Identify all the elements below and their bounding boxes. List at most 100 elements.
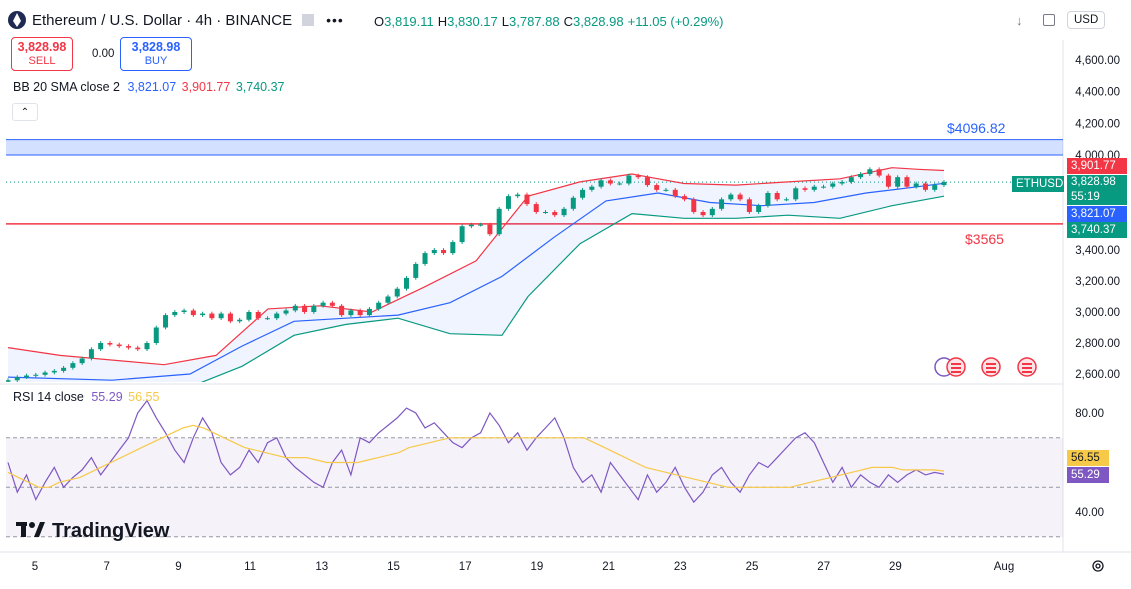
candle-body bbox=[385, 296, 391, 303]
rsi-tick-label: 40.00 bbox=[1075, 507, 1104, 519]
time-tick-label: 17 bbox=[459, 561, 472, 573]
more-options-icon[interactable]: ••• bbox=[326, 12, 344, 28]
candle-body bbox=[61, 367, 67, 371]
candle-body bbox=[941, 182, 947, 186]
candle-body bbox=[218, 313, 224, 319]
candle-body bbox=[607, 180, 613, 184]
change-value: +11.05 (+0.29%) bbox=[627, 14, 724, 29]
fullscreen-icon[interactable] bbox=[1043, 14, 1055, 26]
candle-body bbox=[468, 224, 474, 227]
time-tick-label: 11 bbox=[244, 561, 256, 573]
candle-body bbox=[505, 196, 511, 209]
candle-body bbox=[682, 196, 688, 200]
settings-icon[interactable] bbox=[1092, 560, 1104, 572]
price-tick-label: 3,400.00 bbox=[1075, 245, 1120, 257]
candle-body bbox=[255, 312, 261, 319]
bb-legend[interactable]: BB 20 SMA close 2 3,821.07 3,901.77 3,74… bbox=[13, 80, 284, 94]
buy-price: 3,828.98 bbox=[131, 40, 181, 54]
resistance-zone-fill bbox=[6, 139, 1063, 155]
candle-body bbox=[524, 194, 530, 205]
buy-button[interactable]: 3,828.98 BUY bbox=[120, 37, 192, 71]
bb-upper-tag: 3,901.77 bbox=[1067, 158, 1127, 174]
candle-body bbox=[830, 183, 836, 187]
candle-body bbox=[311, 305, 317, 312]
download-icon[interactable]: ↓ bbox=[1016, 13, 1023, 28]
candle-body bbox=[654, 185, 660, 190]
candle-body bbox=[98, 343, 104, 350]
candle-body bbox=[737, 194, 743, 200]
candle-body bbox=[552, 212, 558, 216]
currency-button[interactable]: USD bbox=[1067, 11, 1106, 29]
symbol-header[interactable]: Ethereum / U.S. Dollar · 4h · BINANCE ••… bbox=[8, 11, 344, 29]
candle-body bbox=[487, 224, 493, 235]
candle-body bbox=[403, 277, 409, 289]
bb-name: BB 20 SMA close 2 bbox=[13, 80, 121, 94]
candle-body bbox=[302, 305, 308, 312]
candle-body bbox=[570, 197, 576, 209]
symbol-title[interactable]: Ethereum / U.S. Dollar · 4h · BINANCE bbox=[32, 11, 293, 29]
time-tick-label: 23 bbox=[674, 561, 687, 573]
low-value: 3,787.88 bbox=[509, 14, 560, 29]
candle-body bbox=[394, 288, 400, 297]
rsi-legend[interactable]: RSI 14 close 55.29 56.55 bbox=[13, 390, 159, 404]
candle-body bbox=[190, 310, 196, 316]
candle-body bbox=[209, 313, 215, 319]
candle-body bbox=[441, 250, 447, 254]
candle-body bbox=[357, 310, 363, 316]
candle-body bbox=[422, 253, 428, 264]
candle-body bbox=[765, 193, 771, 206]
candle-body bbox=[543, 212, 549, 213]
us-flag-icon[interactable] bbox=[1017, 357, 1037, 377]
candle-body bbox=[580, 189, 586, 198]
candle-body bbox=[811, 186, 817, 190]
candle-body bbox=[802, 188, 808, 190]
candle-body bbox=[125, 346, 131, 348]
brand-name: TradingView bbox=[52, 520, 170, 542]
price-tick-label: 3,000.00 bbox=[1075, 307, 1120, 319]
spread-value: 0.00 bbox=[92, 48, 115, 60]
candle-body bbox=[709, 208, 715, 216]
candle-body bbox=[672, 189, 678, 197]
candle-group bbox=[6, 167, 947, 382]
time-tick-label: 29 bbox=[889, 561, 902, 573]
candle-body bbox=[24, 375, 30, 378]
rsi-ma-tag: 56.55 bbox=[1067, 450, 1109, 466]
high-label: H bbox=[437, 14, 448, 29]
candle-body bbox=[876, 169, 882, 176]
candle-body bbox=[144, 343, 150, 350]
bb-basis-value: 3,821.07 bbox=[127, 80, 177, 94]
event-icon[interactable] bbox=[934, 357, 966, 377]
candle-body bbox=[237, 319, 243, 322]
candle-body bbox=[413, 263, 419, 278]
us-flag-icon[interactable] bbox=[981, 357, 1001, 377]
candle-body bbox=[793, 188, 799, 200]
candle-body bbox=[292, 305, 298, 311]
candle-body bbox=[617, 183, 623, 185]
candle-body bbox=[885, 175, 891, 187]
candle-body bbox=[107, 343, 113, 345]
price-tick-label: 2,600.00 bbox=[1075, 369, 1120, 381]
candle-body bbox=[181, 310, 187, 312]
candle-body bbox=[644, 177, 650, 186]
candle-body bbox=[932, 185, 938, 190]
rsi-line bbox=[7, 399, 945, 504]
time-tick-label: 7 bbox=[103, 561, 109, 573]
sell-label: SELL bbox=[28, 55, 56, 67]
candle-body bbox=[450, 242, 456, 254]
candle-body bbox=[274, 313, 280, 319]
candle-body bbox=[135, 347, 141, 350]
rsi-tag: 55.29 bbox=[1067, 467, 1109, 483]
collapse-legend-button[interactable]: ⌃ bbox=[12, 103, 38, 121]
candle-body bbox=[376, 302, 382, 309]
last-price-tag: 3,828.98 55:19 bbox=[1067, 175, 1127, 205]
time-tick-label: 27 bbox=[817, 561, 830, 573]
open-label: O bbox=[374, 14, 385, 29]
candle-body bbox=[663, 189, 669, 191]
candle-body bbox=[70, 363, 76, 368]
price-tick-label: 4,400.00 bbox=[1075, 87, 1120, 99]
event-flags[interactable] bbox=[934, 357, 1037, 377]
sell-button[interactable]: 3,828.98 SELL bbox=[11, 37, 73, 71]
candle-body bbox=[922, 183, 928, 190]
candle-body bbox=[691, 199, 697, 212]
